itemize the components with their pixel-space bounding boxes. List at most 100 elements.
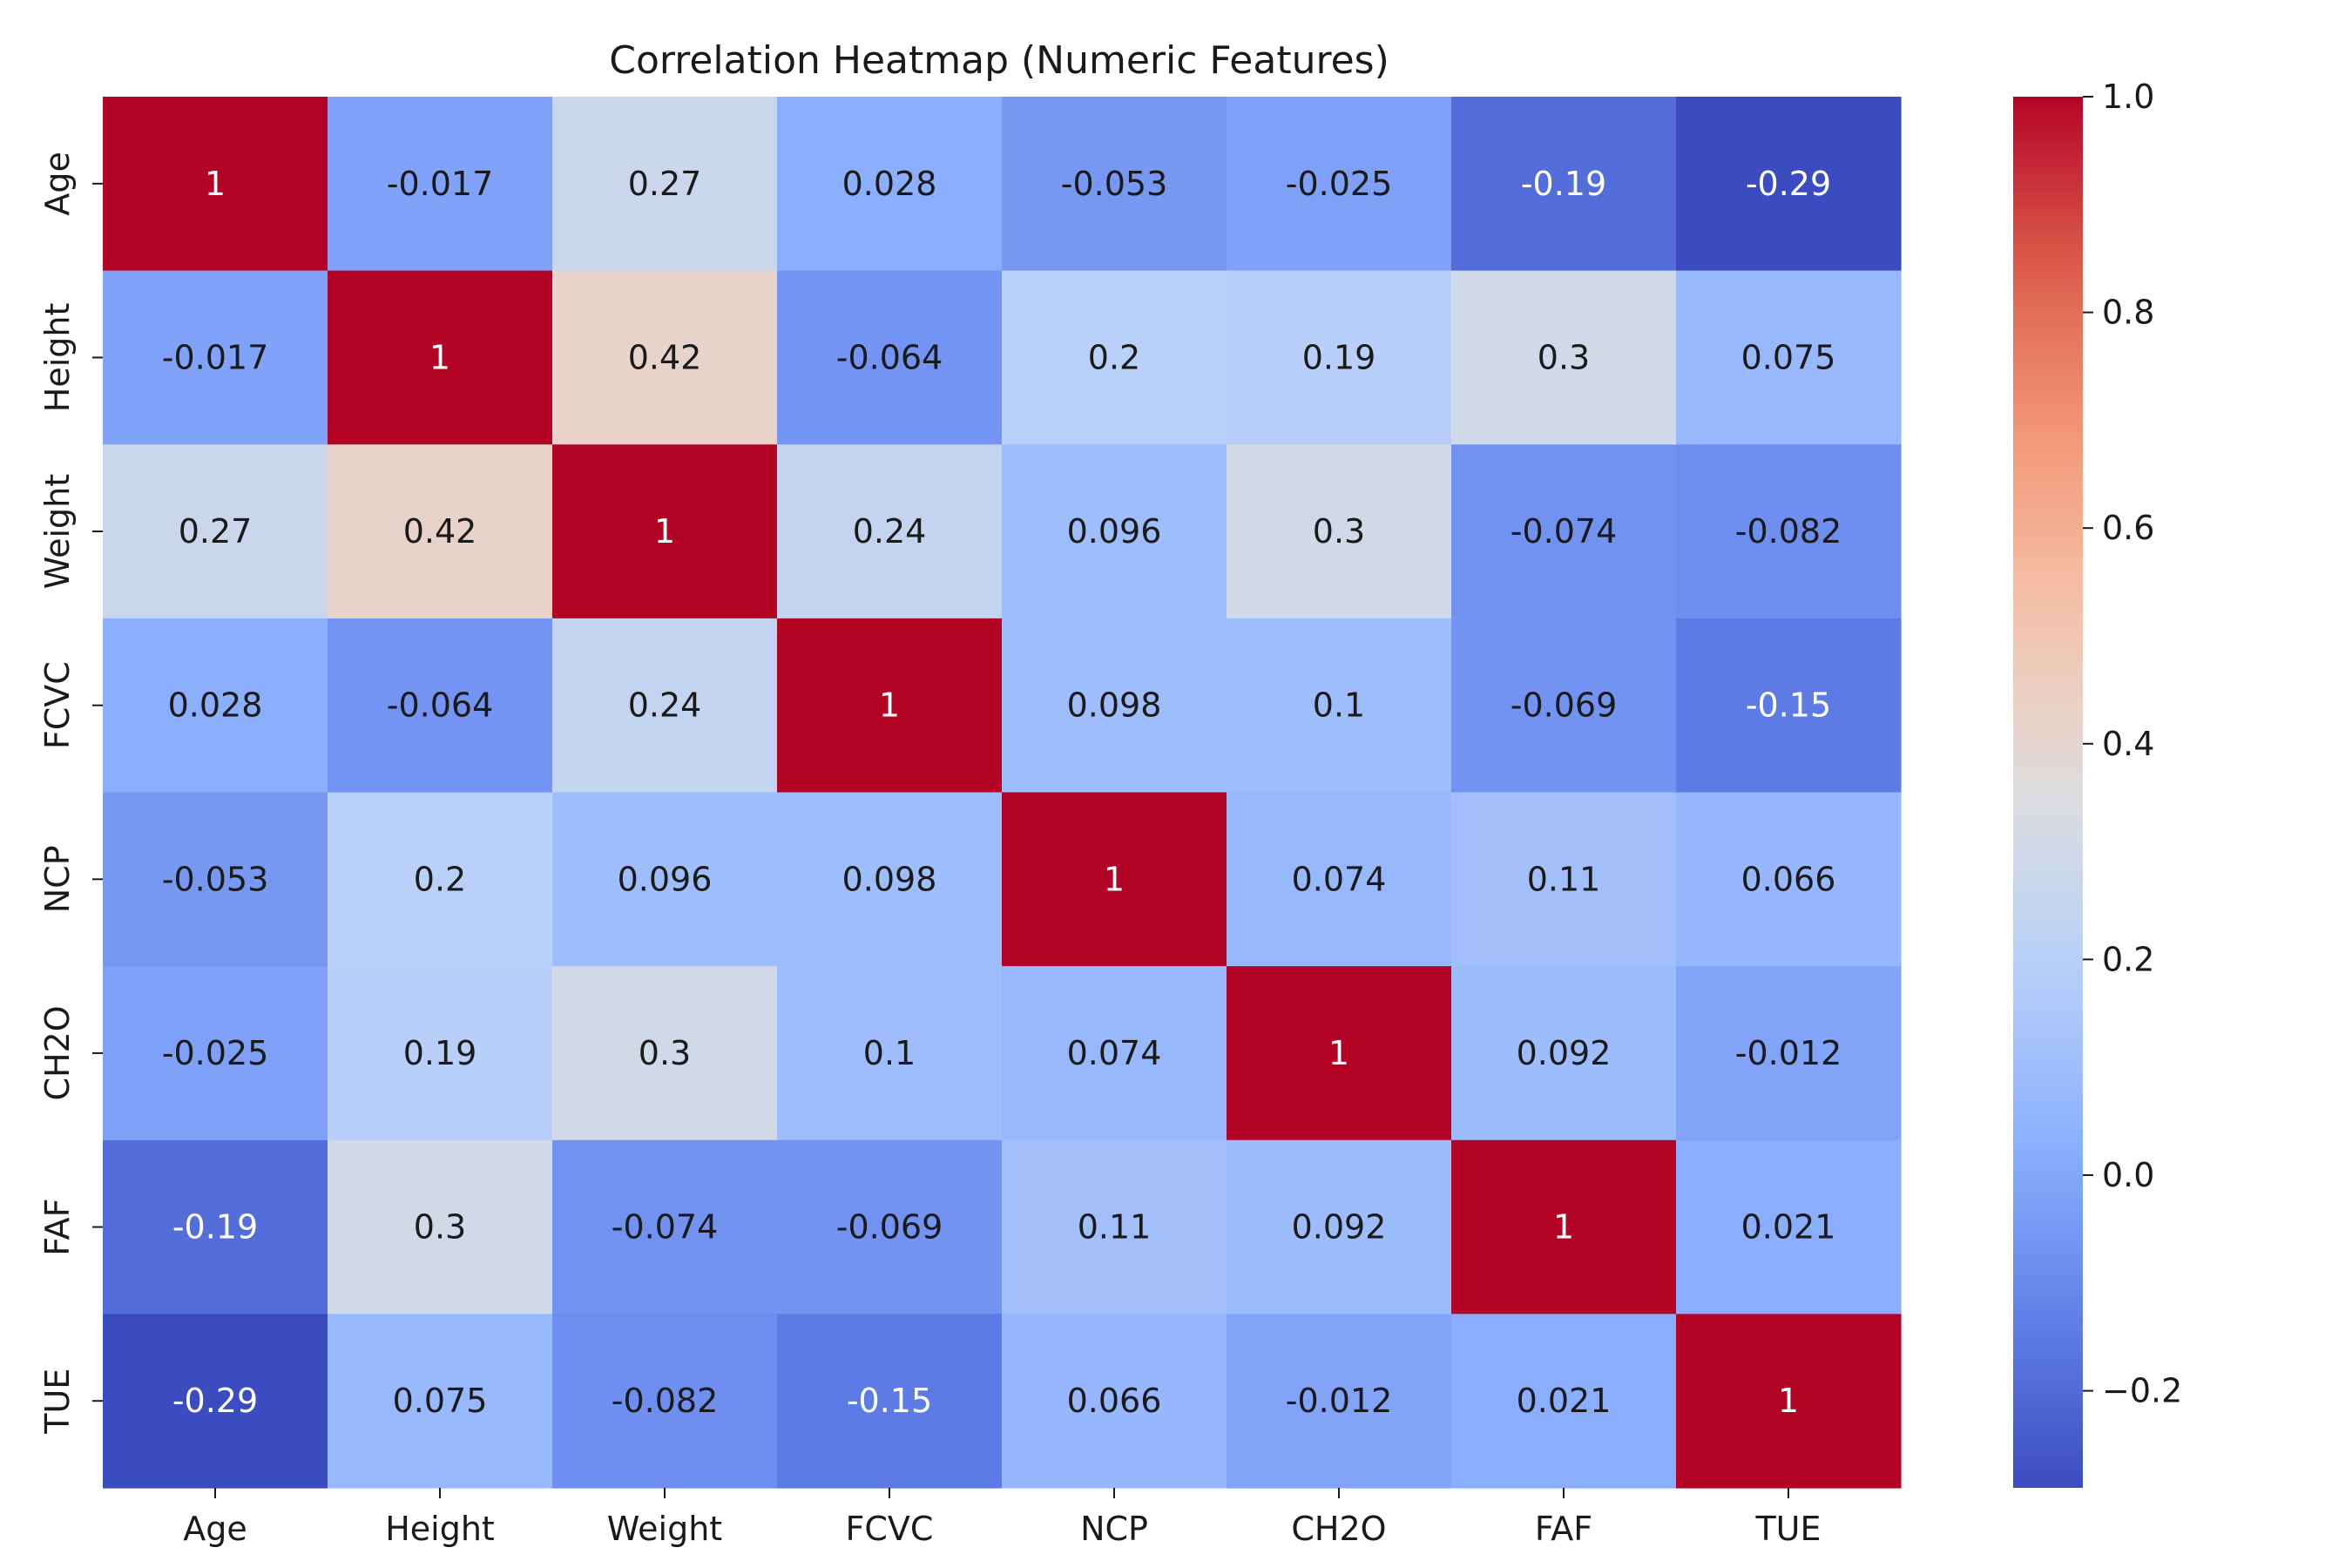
heatmap-cell-weight-ch2o: [1227, 444, 1452, 619]
heatmap-cell-age-age: [103, 97, 328, 272]
cell-label-faf-weight: -0.074: [612, 1208, 719, 1247]
cell-label-ncp-height: 0.2: [414, 860, 466, 898]
heatmap-cell-age-faf: [1451, 97, 1677, 272]
colorbar-gradient: [2013, 97, 2083, 1488]
cell-label-ch2o-height: 0.19: [403, 1034, 477, 1072]
y-tick-label-ncp: NCP: [38, 845, 77, 913]
cell-label-fcvc-faf: -0.069: [1511, 686, 1618, 725]
x-axis: Age Height Weight FCVC NCP CH2O FAF TUE: [183, 1488, 1821, 1548]
heatmap-cells: [103, 97, 1902, 1489]
cell-label-age-age: 1: [205, 165, 226, 203]
colorbar: 1.0 0.8 0.6 0.4 0.2 0.0 −0.2: [2013, 78, 2182, 1488]
cell-label-ncp-weight: 0.096: [618, 860, 713, 898]
cell-label-weight-ncp: 0.096: [1067, 512, 1162, 551]
cell-label-ch2o-faf: 0.092: [1517, 1034, 1612, 1072]
heatmap-cell-fcvc-fcvc: [777, 618, 1003, 794]
cell-label-ch2o-age: -0.025: [162, 1034, 269, 1072]
cell-label-height-age: -0.017: [162, 338, 269, 376]
colorbar-tick-label: 0.4: [2102, 725, 2154, 763]
heatmap-cell-ncp-tue: [1676, 792, 1902, 967]
cell-label-age-faf: -0.19: [1521, 165, 1606, 203]
heatmap-cell-ch2o-fcvc: [777, 966, 1003, 1141]
colorbar-tick-label: 0.2: [2102, 940, 2154, 978]
x-tick-label-fcvc: FCVC: [846, 1510, 934, 1548]
cell-label-faf-height: 0.3: [414, 1208, 466, 1247]
x-tick-label-ch2o: CH2O: [1291, 1510, 1386, 1548]
x-tick-label-weight: Weight: [607, 1510, 722, 1548]
heatmap-cell-tue-height: [328, 1314, 553, 1489]
heatmap-cell-ncp-faf: [1451, 792, 1677, 967]
heatmap-cell-age-height: [328, 97, 553, 272]
heatmap-cell-tue-faf: [1451, 1314, 1677, 1489]
heatmap-cell-fcvc-weight: [552, 618, 778, 794]
cell-label-fcvc-fcvc: 1: [879, 686, 900, 725]
colorbar-tick-label: 0.8: [2102, 294, 2154, 332]
cell-label-tue-height: 0.075: [393, 1382, 488, 1420]
cell-label-tue-ch2o: -0.012: [1286, 1382, 1393, 1420]
cell-label-ncp-fcvc: 0.098: [842, 860, 937, 898]
heatmap-cell-weight-faf: [1451, 444, 1677, 619]
cell-label-tue-ncp: 0.066: [1067, 1382, 1162, 1420]
heatmap-cell-tue-ncp: [1002, 1314, 1227, 1489]
cell-label-weight-tue: -0.082: [1735, 512, 1842, 551]
cell-label-weight-age: 0.27: [179, 512, 253, 551]
heatmap-cell-tue-tue: [1676, 1314, 1902, 1489]
cell-label-ch2o-tue: -0.012: [1735, 1034, 1842, 1072]
heatmap-cell-weight-ncp: [1002, 444, 1227, 619]
heatmap-cell-age-tue: [1676, 97, 1902, 272]
heatmap-cell-ncp-age: [103, 792, 328, 967]
heatmap-cell-height-faf: [1451, 270, 1677, 445]
heatmap-cell-height-ncp: [1002, 270, 1227, 445]
cell-label-weight-fcvc: 0.24: [853, 512, 927, 551]
heatmap-cell-height-fcvc: [777, 270, 1003, 445]
colorbar-tick-label: −0.2: [2102, 1372, 2182, 1410]
cell-label-age-tue: -0.29: [1746, 165, 1831, 203]
heatmap-cell-fcvc-height: [328, 618, 553, 794]
heatmap-cell-fcvc-age: [103, 618, 328, 794]
heatmap-cell-tue-fcvc: [777, 1314, 1003, 1489]
heatmap-cell-height-tue: [1676, 270, 1902, 445]
heatmap-cell-height-age: [103, 270, 328, 445]
cell-label-ncp-faf: 0.11: [1527, 860, 1601, 898]
cell-label-weight-faf: -0.074: [1511, 512, 1618, 551]
cell-label-fcvc-tue: -0.15: [1746, 686, 1831, 725]
x-tick-label-faf: FAF: [1535, 1510, 1592, 1548]
heatmap-cell-fcvc-ch2o: [1227, 618, 1452, 794]
heatmap-cell-age-ch2o: [1227, 97, 1452, 272]
y-axis: Age Height Weight FCVC NCP CH2O FAF TUE: [38, 152, 103, 1435]
heatmap-cell-ncp-ncp: [1002, 792, 1227, 967]
heatmap-cell-faf-faf: [1451, 1139, 1677, 1315]
colorbar-tick-label: 0.6: [2102, 509, 2154, 547]
heatmap-cell-ch2o-height: [328, 966, 553, 1141]
x-tick-label-ncp: NCP: [1080, 1510, 1148, 1548]
heatmap-cell-weight-weight: [552, 444, 778, 619]
cell-label-faf-age: -0.19: [172, 1208, 258, 1247]
heatmap-cell-faf-ch2o: [1227, 1139, 1452, 1315]
heatmap-cell-ch2o-faf: [1451, 966, 1677, 1141]
cell-label-fcvc-ch2o: 0.1: [1313, 686, 1365, 725]
heatmap-cell-tue-weight: [552, 1314, 778, 1489]
heatmap-cell-faf-ncp: [1002, 1139, 1227, 1315]
colorbar-tick-label: 1.0: [2102, 78, 2154, 116]
heatmap-cell-faf-weight: [552, 1139, 778, 1315]
cell-label-ncp-ch2o: 0.074: [1292, 860, 1387, 898]
heatmap-cell-faf-tue: [1676, 1139, 1902, 1315]
y-tick-label-age: Age: [38, 152, 77, 216]
heatmap-cell-height-weight: [552, 270, 778, 445]
heatmap-cell-tue-age: [103, 1314, 328, 1489]
cell-label-age-ch2o: -0.025: [1286, 165, 1393, 203]
cell-label-fcvc-height: -0.064: [387, 686, 494, 725]
cell-label-faf-ch2o: 0.092: [1292, 1208, 1387, 1247]
heatmap-cell-ch2o-tue: [1676, 966, 1902, 1141]
cell-label-age-ncp: -0.053: [1061, 165, 1168, 203]
chart-title: Correlation Heatmap (Numeric Features): [609, 38, 1389, 83]
heatmap-cell-ncp-weight: [552, 792, 778, 967]
y-tick-label-faf: FAF: [38, 1198, 77, 1255]
cell-label-fcvc-weight: 0.24: [628, 686, 702, 725]
cell-label-tue-tue: 1: [1778, 1382, 1799, 1420]
y-tick-label-ch2o: CH2O: [38, 1005, 77, 1100]
heatmap-cell-ch2o-ch2o: [1227, 966, 1452, 1141]
cell-label-height-faf: 0.3: [1538, 338, 1590, 376]
